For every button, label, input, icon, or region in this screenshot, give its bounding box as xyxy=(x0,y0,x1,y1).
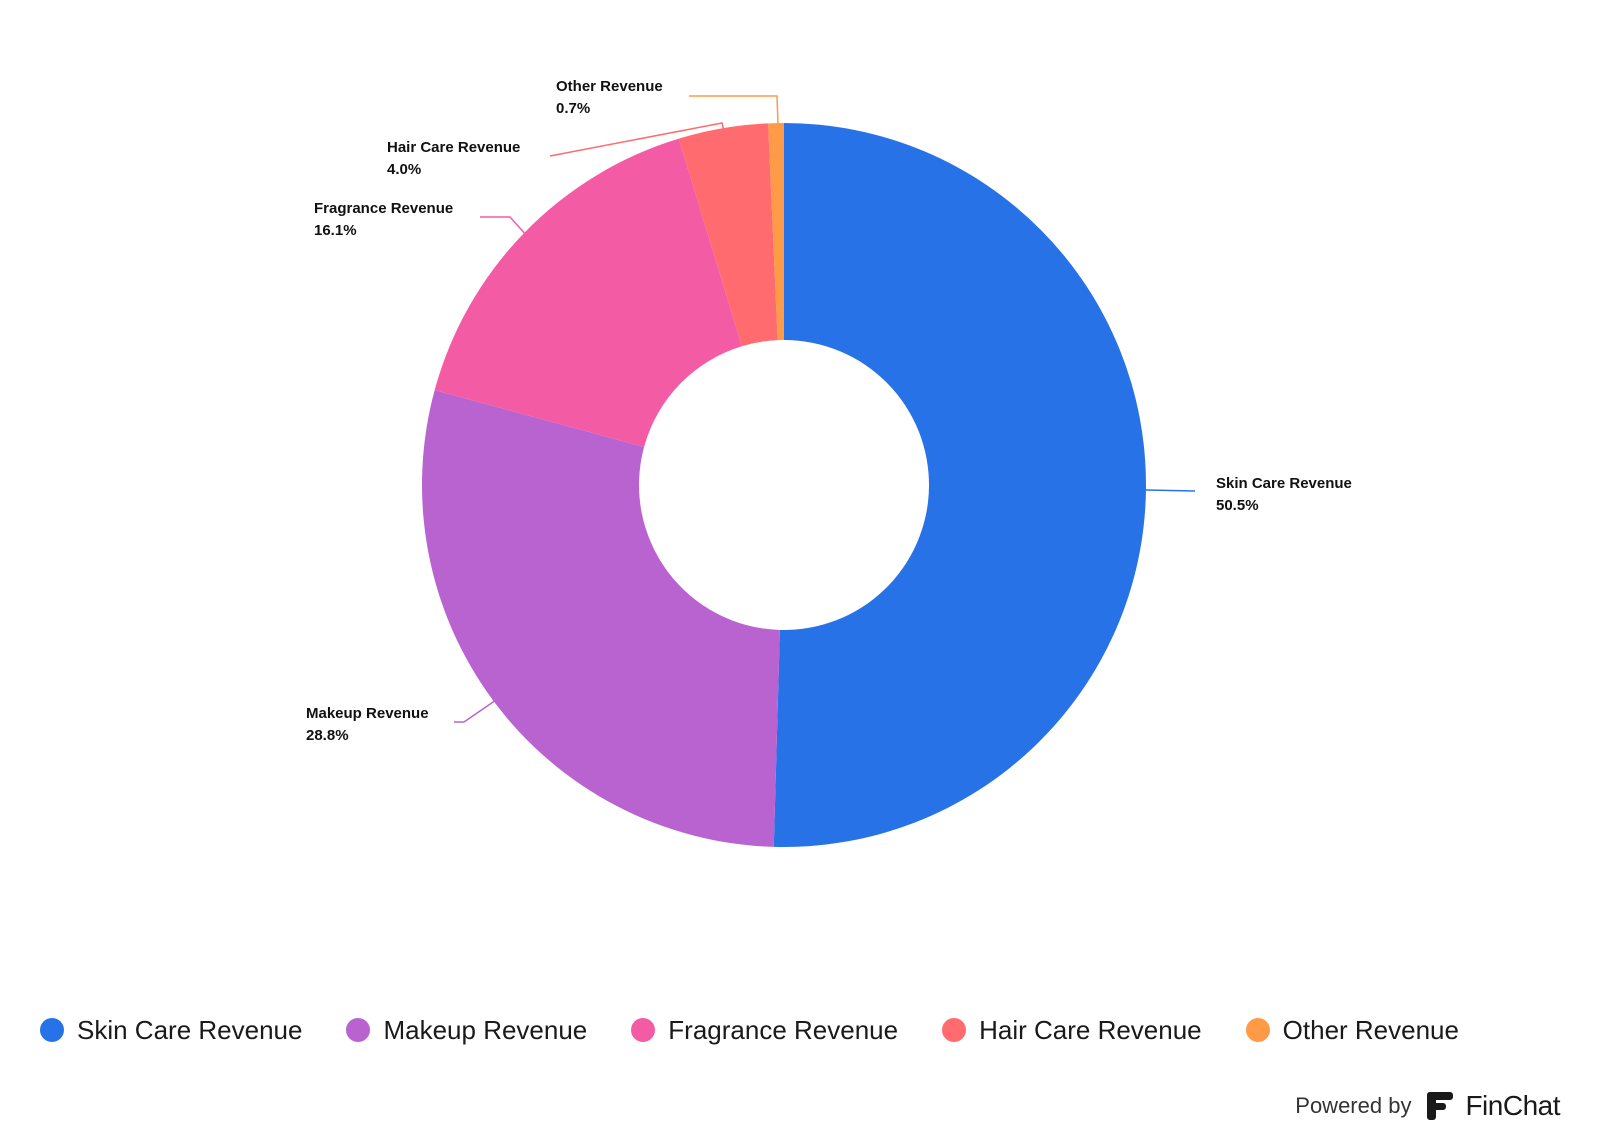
callout-value-hair-care-revenue: 4.0% xyxy=(387,161,421,178)
callout-value-skin-care-revenue: 50.5% xyxy=(1216,497,1259,514)
callout-value-other-revenue: 0.7% xyxy=(556,100,590,117)
legend-item-makeup-revenue[interactable]: Makeup Revenue xyxy=(346,1015,587,1046)
callout-line-makeup-revenue xyxy=(454,699,497,723)
legend-dot-icon xyxy=(40,1018,64,1042)
slice-fragrance-revenue[interactable] xyxy=(434,138,742,447)
callout-name-other-revenue: Other Revenue xyxy=(556,78,663,95)
legend-dot-icon xyxy=(1245,1018,1270,1042)
slice-skin-care-revenue[interactable] xyxy=(773,123,1146,847)
powered-by-text: Powered by xyxy=(1295,1093,1412,1118)
callout-name-hair-care-revenue: Hair Care Revenue xyxy=(387,139,520,156)
callout-line-hair-care-revenue xyxy=(549,122,725,157)
legend-label: Other Revenue xyxy=(1282,1014,1459,1045)
legend-item-other-revenue[interactable]: Other Revenue xyxy=(1245,1014,1459,1046)
donut-slices xyxy=(421,123,1146,847)
callout-name-makeup-revenue: Makeup Revenue xyxy=(306,705,429,722)
powered-by-branding[interactable]: Powered by FinChat xyxy=(1295,1090,1560,1122)
legend-label: Makeup Revenue xyxy=(383,1014,588,1045)
callout-name-skin-care-revenue: Skin Care Revenue xyxy=(1216,475,1352,492)
slice-other-revenue[interactable] xyxy=(768,123,784,341)
slice-callouts: Skin Care Revenue 50.5% Makeup Revenue 28.8… xyxy=(306,78,1352,744)
legend-dot-icon xyxy=(631,1018,656,1042)
legend-label: Skin Care Revenue xyxy=(77,1014,303,1045)
callout-line-other-revenue xyxy=(689,95,779,126)
callout-line-fragrance-revenue xyxy=(480,216,528,237)
slice-hair-care-revenue[interactable] xyxy=(678,123,778,347)
slice-makeup-revenue[interactable] xyxy=(421,390,780,847)
callout-line-skin-care-revenue xyxy=(1145,489,1196,492)
brand-name: FinChat xyxy=(1465,1090,1560,1121)
callout-name-fragrance-revenue: Fragrance Revenue xyxy=(314,200,453,217)
legend-item-hair-care-revenue[interactable]: Hair Care Revenue xyxy=(942,1015,1202,1046)
callout-value-fragrance-revenue: 16.1% xyxy=(314,222,357,239)
donut-chart: Skin Care Revenue 50.5% Makeup Revenue 28.8… xyxy=(306,78,1352,847)
legend-item-skin-care-revenue[interactable]: Skin Care Revenue xyxy=(40,1015,302,1046)
legend-label: Fragrance Revenue xyxy=(668,1014,899,1045)
legend-dot-icon xyxy=(942,1018,967,1042)
legend-item-fragrance-revenue[interactable]: Fragrance Revenue xyxy=(631,1015,898,1046)
chart-legend: Skin Care Revenue Makeup Revenue Fragrance… xyxy=(40,1010,1503,1050)
legend-dot-icon xyxy=(346,1018,371,1042)
finchat-logo-icon xyxy=(1427,1092,1454,1120)
callout-value-makeup-revenue: 28.8% xyxy=(306,727,349,744)
legend-label: Hair Care Revenue xyxy=(979,1014,1202,1045)
